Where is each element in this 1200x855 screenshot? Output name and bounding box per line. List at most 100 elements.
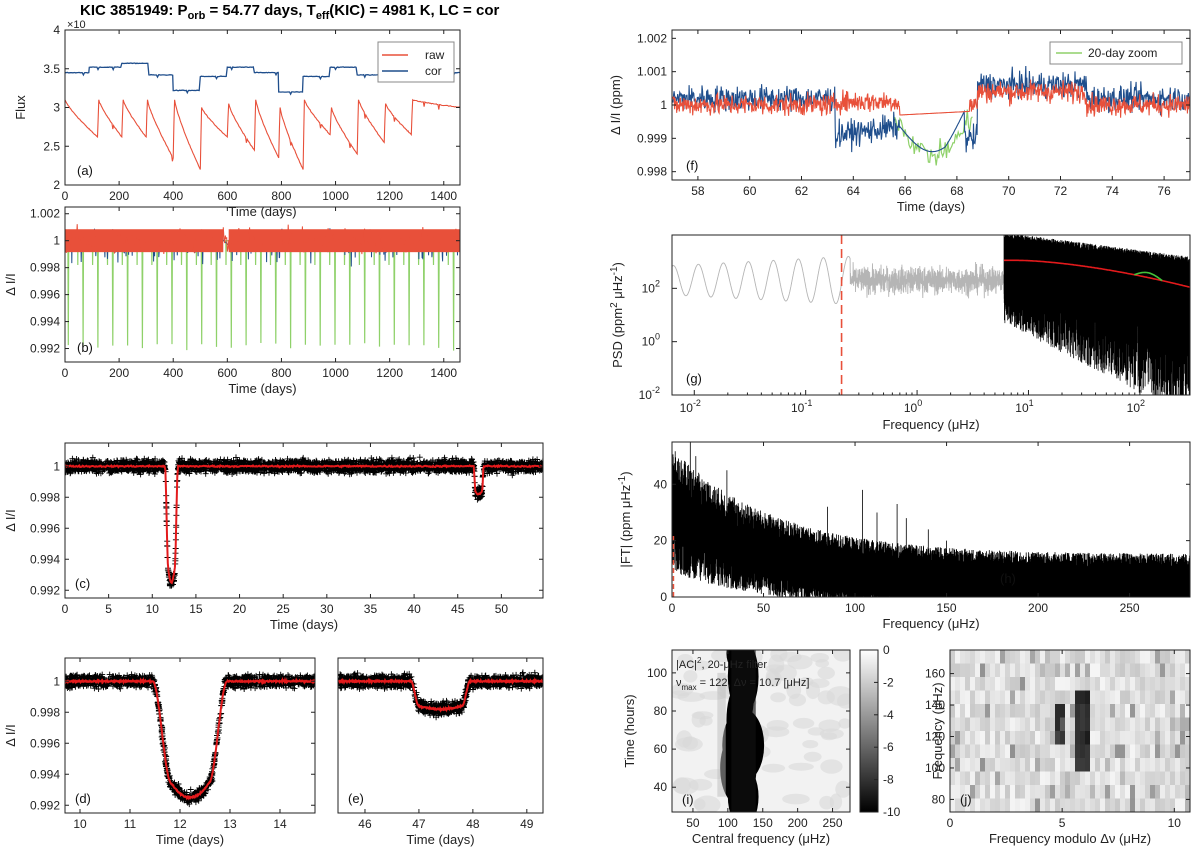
echelle-cell (1040, 785, 1046, 799)
echelle-cell (1175, 744, 1181, 759)
echelle-cell (1120, 704, 1126, 718)
echelle-cell (1185, 704, 1190, 718)
heatmap-blob (802, 739, 819, 749)
echelle-cell (1140, 704, 1146, 718)
legend: raw cor (377, 41, 455, 83)
x-tick-label: 1400 (430, 366, 457, 380)
echelle-cell (960, 785, 966, 799)
echelle-cell (980, 650, 986, 664)
x-tick-label: 72 (1054, 184, 1068, 198)
y-axis-label: PSD (ppm2 μHz-1) (609, 262, 625, 368)
echelle-cell (1070, 704, 1076, 718)
echelle-cell (1150, 758, 1156, 772)
echelle-cell (965, 798, 971, 812)
echelle-cell (950, 771, 956, 786)
echelle-cell (1135, 717, 1141, 732)
series-raw-line (672, 79, 1190, 118)
plot-area-j (950, 650, 1190, 812)
echelle-cell (1045, 744, 1051, 759)
echelle-cell (1100, 650, 1106, 664)
panel-h: 0 50 100 150 200 250 0 20 40 Frequency (μHz) |FT| … (617, 441, 1191, 631)
echelle-cell (960, 758, 966, 772)
echelle-cell (1025, 798, 1031, 812)
echelle-cell (1020, 731, 1026, 745)
echelle-cell (1000, 704, 1006, 718)
echelle-cell (1020, 717, 1026, 732)
y-tick-label: 80 (932, 792, 946, 806)
heatmap-blob (676, 730, 693, 748)
y-tick-label: 0.996 (30, 288, 60, 302)
echelle-cell (1055, 771, 1061, 786)
echelle-cell (1135, 663, 1141, 678)
echelle-cell (1040, 650, 1046, 664)
echelle-cell (1180, 717, 1186, 732)
echelle-cell (1025, 731, 1031, 745)
echelle-cell (1130, 771, 1136, 786)
echelle-cell (1040, 731, 1046, 745)
x-tick-label: 74 (1106, 184, 1120, 198)
echelle-cell (1105, 758, 1111, 772)
echelle-cell (1010, 758, 1016, 772)
echelle-cell (1030, 744, 1036, 759)
echelle-cell (1035, 704, 1041, 718)
echelle-cell (1155, 717, 1161, 732)
echelle-cell (1060, 717, 1066, 732)
echelle-cell (1160, 650, 1166, 664)
y-tick-label: 40 (654, 477, 668, 491)
echelle-cell (1030, 663, 1036, 678)
echelle-cell (1095, 690, 1101, 705)
echelle-cell (1020, 758, 1026, 772)
echelle-cell (1030, 798, 1036, 812)
echelle-cell (1175, 704, 1181, 718)
echelle-cell (980, 758, 986, 772)
y-tick-label: 1.002 (637, 31, 667, 45)
echelle-cell (990, 677, 996, 691)
echelle-cell (1175, 650, 1181, 664)
x-tick-label: 12 (173, 817, 187, 831)
echelle-cell (1080, 744, 1086, 759)
echelle-cell (1125, 704, 1131, 718)
echelle-cell (1070, 785, 1076, 799)
panel-f: 58 60 62 64 66 68 70 72 74 76 0.998 0.999 1 1.001 1.00… (608, 29, 1191, 214)
echelle-cell (1145, 744, 1151, 759)
echelle-cell (1165, 731, 1171, 745)
plot-area-e (338, 669, 543, 721)
x-tick-label: 100 (904, 398, 922, 415)
echelle-cell (995, 650, 1001, 664)
plot-frame-j (949, 649, 1191, 813)
echelle-cell (970, 650, 976, 664)
echelle-cell (1185, 758, 1190, 772)
echelle-cell (1020, 798, 1026, 812)
echelle-cell (955, 744, 961, 759)
plot-area-c (65, 454, 543, 589)
echelle-cell (1165, 677, 1171, 691)
heatmap-blob (803, 751, 822, 762)
echelle-cell (1040, 744, 1046, 759)
echelle-cell (1025, 704, 1031, 718)
y-tick-label: 1.002 (30, 207, 60, 221)
echelle-cell (1040, 663, 1046, 678)
echelle-cell (1000, 744, 1006, 759)
echelle-cell (985, 650, 991, 664)
x-tick-label: 58 (691, 184, 705, 198)
echelle-cell (1000, 785, 1006, 799)
echelle-cell (1050, 758, 1056, 772)
y-axis-label: |FT| (ppm μHz-1) (617, 471, 633, 567)
echelle-cell (1080, 717, 1086, 732)
echelle-cell (1060, 798, 1066, 812)
echelle-cell (990, 650, 996, 664)
echelle-cell (1065, 704, 1071, 718)
panel-label: (c) (75, 576, 90, 591)
x-tick-label: 10 (146, 602, 160, 616)
echelle-cell (1115, 663, 1121, 678)
x-tick-label: 1200 (376, 189, 403, 203)
echelle-cell (980, 785, 986, 799)
echelle-cell (975, 677, 981, 691)
echelle-cell (1080, 731, 1086, 745)
echelle-cell (1150, 785, 1156, 799)
echelle-cell (1060, 785, 1066, 799)
echelle-cell (1115, 785, 1121, 799)
echelle-cell (970, 731, 976, 745)
panel-label: (g) (686, 371, 702, 386)
echelle-cell (970, 690, 976, 705)
